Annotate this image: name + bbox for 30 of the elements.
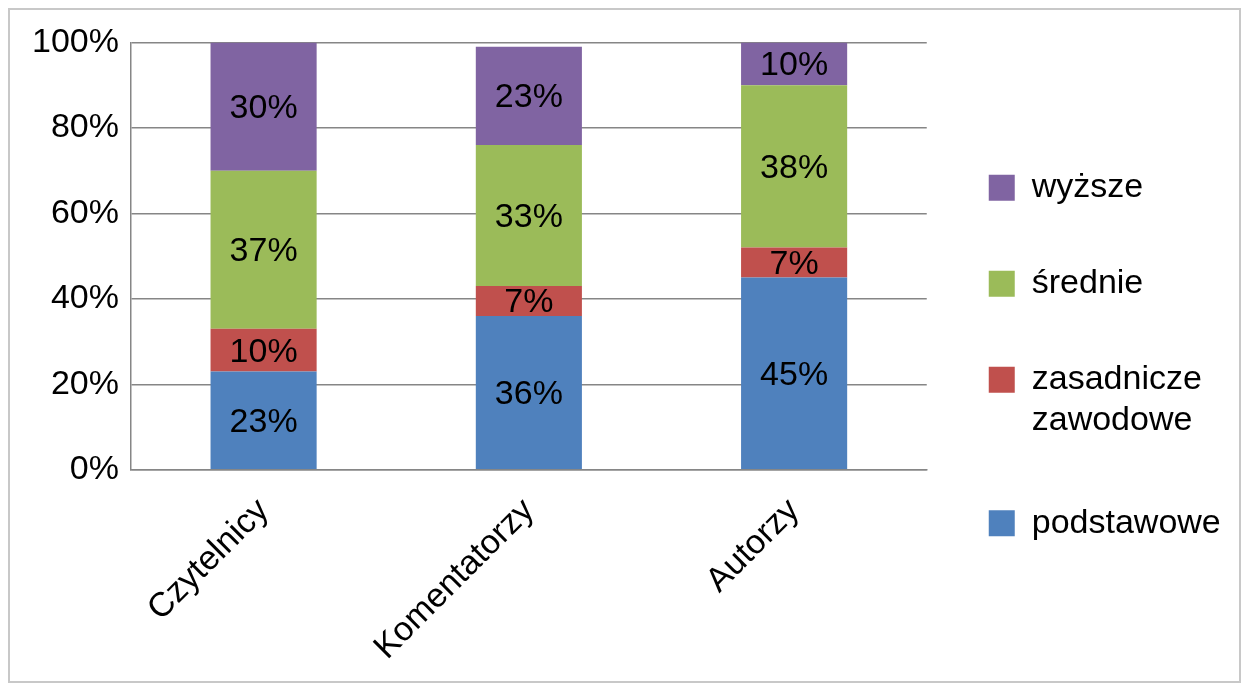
data-label: 38% [760,146,829,185]
legend-label: zasadnicze zawodowe [1031,358,1202,437]
data-label: 37% [229,230,298,269]
bar [210,170,317,329]
bar [475,144,582,287]
data-label: 23% [229,400,298,439]
data-label: 23% [494,76,563,115]
y-tick-label: 100% [31,20,119,59]
legend-label: wyższe [1030,166,1144,205]
y-tick-label: 40% [50,277,119,316]
y-tick-label: 0% [69,448,119,487]
y-tick-label: 20% [50,362,119,401]
bar [741,85,848,248]
legend-label: średnie [1031,262,1144,301]
data-label: 10% [229,330,298,369]
bar [741,277,848,470]
data-label: 30% [229,86,298,125]
bar [475,46,582,145]
legend-label: podstawowe [1031,501,1221,540]
data-label: 33% [494,195,563,234]
bar [210,371,317,470]
data-label: 10% [760,44,829,83]
data-label: 7% [504,281,554,320]
data-label: 45% [760,353,829,392]
y-tick-label: 60% [50,191,119,230]
data-label: 7% [769,242,819,281]
bar [210,42,317,171]
data-label: 36% [494,372,563,411]
bar [475,315,582,470]
y-tick-label: 80% [50,106,119,145]
